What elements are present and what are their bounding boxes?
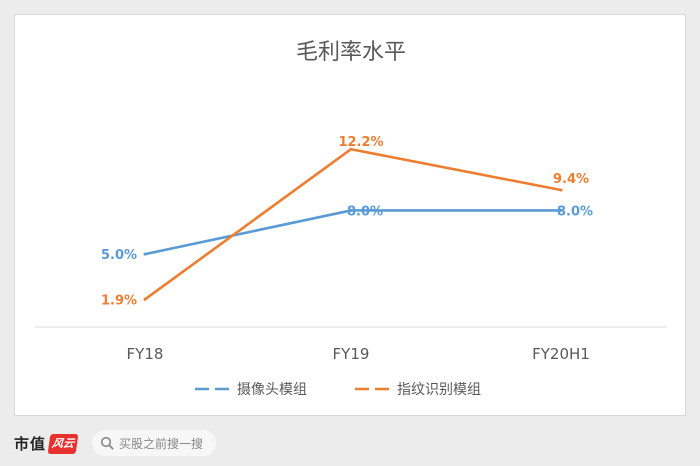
legend-label: 摄像头模组 <box>237 382 307 398</box>
data-label: 8.0% <box>347 204 383 219</box>
data-label: 9.4% <box>553 172 589 187</box>
search-box[interactable]: 买股之前搜一搜 <box>92 430 216 456</box>
x-tick-label: FY18 <box>127 345 164 363</box>
data-label: 8.0% <box>557 204 593 219</box>
data-point <box>143 297 147 301</box>
data-labels: 5.0% 8.0% 8.0% 1.9% 12.2% 9.4% <box>101 135 593 308</box>
x-tick-label: FY20H1 <box>532 345 590 363</box>
brand-text: 市值 <box>14 435 47 453</box>
data-label: 12.2% <box>338 135 383 150</box>
series-layer <box>143 147 563 301</box>
brand-logo: 风云 <box>47 433 79 454</box>
data-point <box>559 208 563 212</box>
series-line-2 <box>144 147 562 301</box>
legend: 摄像头模组 指纹识别模组 <box>195 382 481 398</box>
search-icon <box>100 436 114 450</box>
data-point <box>349 208 353 212</box>
footer-bar: 市值 风云 买股之前搜一搜 <box>0 416 700 466</box>
line-chart: 毛利率水平 FY18 FY19 FY20H1 5.0% 8.0% 8.0% 1.9% 12.… <box>35 40 667 398</box>
x-tick-label: FY19 <box>333 345 370 363</box>
brand[interactable]: 市值 风云 <box>14 433 79 454</box>
data-point <box>559 188 563 192</box>
data-point <box>349 147 353 151</box>
chart-card: 毛利率水平 FY18 FY19 FY20H1 5.0% 8.0% 8.0% 1.9% 12.… <box>14 14 686 416</box>
legend-label: 指纹识别模组 <box>397 382 481 398</box>
chart-title: 毛利率水平 <box>296 40 406 65</box>
data-point <box>143 252 147 256</box>
search-placeholder: 买股之前搜一搜 <box>119 436 204 451</box>
data-label: 1.9% <box>101 293 137 308</box>
x-tick-labels: FY18 FY19 FY20H1 <box>127 345 590 363</box>
data-label: 5.0% <box>101 248 137 263</box>
